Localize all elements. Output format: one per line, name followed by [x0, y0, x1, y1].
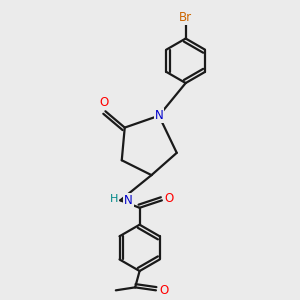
Text: O: O: [99, 96, 109, 110]
Text: H: H: [110, 194, 118, 204]
Text: O: O: [160, 284, 169, 297]
Text: Br: Br: [179, 11, 192, 24]
Text: O: O: [165, 192, 174, 206]
Text: N: N: [124, 194, 133, 207]
Text: N: N: [154, 109, 163, 122]
